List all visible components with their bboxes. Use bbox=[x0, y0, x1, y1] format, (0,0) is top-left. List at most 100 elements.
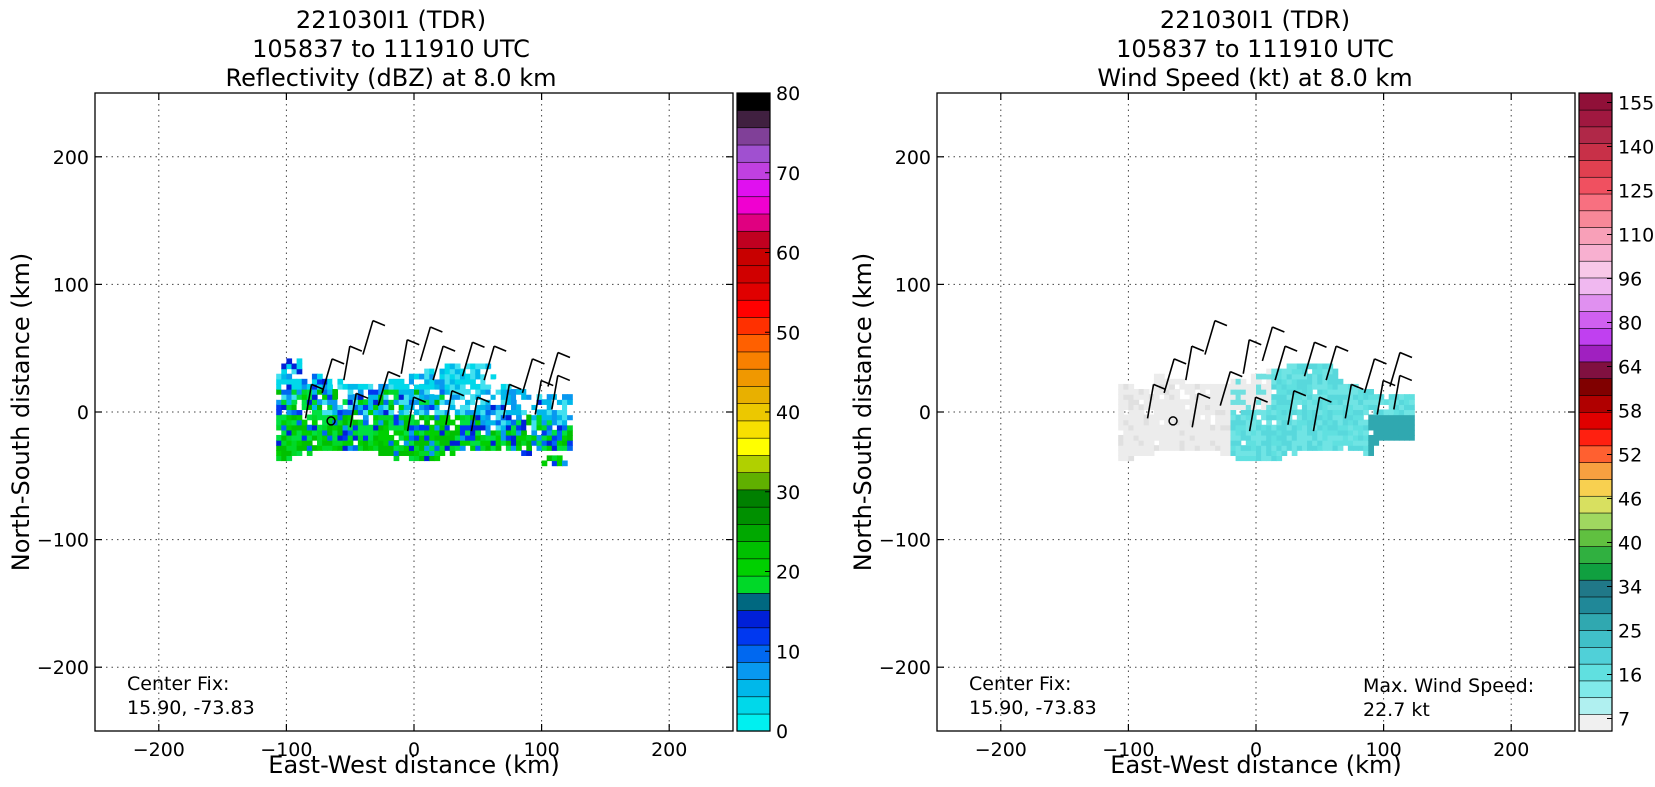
reflectivity-cell bbox=[480, 399, 487, 405]
reflectivity-cell bbox=[510, 445, 517, 451]
reflectivity-cell bbox=[551, 404, 558, 411]
wind-speed-cell bbox=[1230, 419, 1237, 426]
reflectivity-cell bbox=[317, 445, 323, 451]
wind-speed-cell bbox=[1174, 404, 1181, 411]
reflectivity-cell bbox=[465, 434, 471, 441]
reflectivity-cell bbox=[408, 419, 415, 426]
reflectivity-cell bbox=[347, 399, 354, 405]
reflectivity-cell bbox=[475, 440, 481, 446]
reflectivity-cell bbox=[403, 445, 410, 451]
reflectivity-cell bbox=[414, 434, 420, 441]
reflectivity-cell bbox=[490, 378, 497, 385]
reflectivity-cell bbox=[449, 424, 456, 431]
wind-barb-flag bbox=[1319, 396, 1332, 403]
wind-speed-cell bbox=[1291, 404, 1298, 411]
wind-speed-cell bbox=[1250, 414, 1257, 421]
reflectivity-cell bbox=[322, 404, 328, 411]
wind-speed-cell bbox=[1128, 394, 1135, 400]
reflectivity-cell bbox=[526, 424, 532, 431]
wind-speed-cell bbox=[1123, 434, 1129, 441]
wind-speed-cell bbox=[1256, 399, 1262, 405]
wind-barbs bbox=[1146, 319, 1413, 432]
reflectivity-cell bbox=[276, 399, 282, 405]
reflectivity-cell bbox=[408, 440, 415, 446]
wind-speed-cell bbox=[1153, 419, 1160, 426]
wind-speed-cell bbox=[1286, 424, 1293, 431]
wind-speed-cell bbox=[1317, 383, 1323, 390]
wind-speed-cell bbox=[1245, 429, 1252, 436]
wind-speed-cell bbox=[1199, 404, 1206, 411]
wind-speed-cell bbox=[1393, 399, 1400, 405]
reflectivity-cell bbox=[516, 424, 522, 431]
reflectivity-cell bbox=[291, 378, 298, 385]
wind-speed-cell bbox=[1281, 399, 1288, 405]
reflectivity-cell bbox=[546, 419, 553, 426]
wind-speed-cell bbox=[1358, 429, 1364, 436]
reflectivity-cell bbox=[286, 419, 293, 426]
wind-speed-cell bbox=[1337, 414, 1344, 421]
wind-speed-cell bbox=[1159, 434, 1165, 441]
wind-speed-cell bbox=[1332, 409, 1339, 416]
wind-speed-cell bbox=[1291, 445, 1298, 451]
wind-barb-flag bbox=[540, 379, 554, 387]
wind-speed-cell bbox=[1230, 409, 1237, 416]
wind-speed-cell bbox=[1143, 429, 1150, 436]
wind-barb-shaft bbox=[461, 342, 474, 377]
reflectivity-cell bbox=[459, 419, 466, 426]
wind-speed-cell bbox=[1220, 434, 1226, 441]
wind-speed-cell bbox=[1388, 434, 1395, 441]
wind-speed-cell bbox=[1169, 409, 1175, 416]
wind-speed-cell bbox=[1266, 399, 1272, 405]
reflectivity-cell bbox=[311, 419, 318, 426]
reflectivity-cell bbox=[286, 363, 293, 370]
colorbar-segment bbox=[736, 454, 771, 473]
wind-speed-cell bbox=[1347, 409, 1354, 416]
reflectivity-cell bbox=[317, 399, 323, 405]
reflectivity-cell bbox=[500, 389, 507, 395]
reflectivity-cell bbox=[439, 424, 446, 431]
wind-speed-cell bbox=[1230, 394, 1237, 400]
reflectivity-cell bbox=[296, 378, 303, 385]
wind-speed-cell bbox=[1143, 434, 1150, 441]
wind-speed-cell bbox=[1388, 394, 1395, 400]
reflectivity-cell bbox=[332, 389, 339, 395]
x-tick-label: −100 bbox=[1102, 739, 1154, 761]
colorbar-tick-label: 70 bbox=[776, 163, 800, 185]
reflectivity-cell bbox=[490, 424, 497, 431]
wind-speed-cell bbox=[1301, 414, 1308, 421]
wind-speed-cell bbox=[1235, 389, 1242, 395]
wind-speed-cell bbox=[1169, 424, 1175, 431]
wind-speed-cell bbox=[1128, 424, 1135, 431]
wind-speed-cell bbox=[1266, 404, 1272, 411]
reflectivity-cell bbox=[490, 419, 497, 426]
wind-speed-cell bbox=[1250, 378, 1257, 385]
reflectivity-cell bbox=[357, 445, 364, 451]
wind-speed-cell bbox=[1404, 434, 1410, 441]
wind-speed-cell bbox=[1225, 450, 1232, 456]
reflectivity-cell bbox=[531, 409, 538, 416]
y-tick-label: −100 bbox=[37, 530, 89, 552]
reflectivity-cell bbox=[291, 450, 298, 456]
wind-speed-cell bbox=[1358, 389, 1364, 395]
wind-speed-cell bbox=[1301, 368, 1308, 375]
wind-speed-cell bbox=[1189, 409, 1196, 416]
wind-speed-cell bbox=[1373, 404, 1380, 411]
wind-barb-shaft bbox=[483, 345, 495, 381]
wind-speed-cell bbox=[1383, 424, 1390, 431]
wind-speed-cell bbox=[1169, 389, 1175, 395]
wind-speed-cell bbox=[1235, 383, 1242, 390]
reflectivity-cell bbox=[414, 399, 420, 405]
wind-speed-cell bbox=[1281, 383, 1288, 390]
reflectivity-cell bbox=[317, 424, 323, 431]
reflectivity-cell bbox=[495, 394, 502, 400]
wind-speed-cell bbox=[1240, 383, 1247, 390]
wind-speed-cell bbox=[1174, 399, 1181, 405]
reflectivity-cell bbox=[439, 419, 446, 426]
wind-speed-cell bbox=[1118, 450, 1124, 456]
reflectivity-cell bbox=[439, 445, 446, 451]
wind-speed-cell bbox=[1388, 399, 1395, 405]
wind-speed-cell bbox=[1393, 419, 1400, 426]
reflectivity-cell bbox=[403, 434, 410, 441]
reflectivity-cell bbox=[317, 434, 323, 441]
reflectivity-cell bbox=[526, 399, 532, 405]
